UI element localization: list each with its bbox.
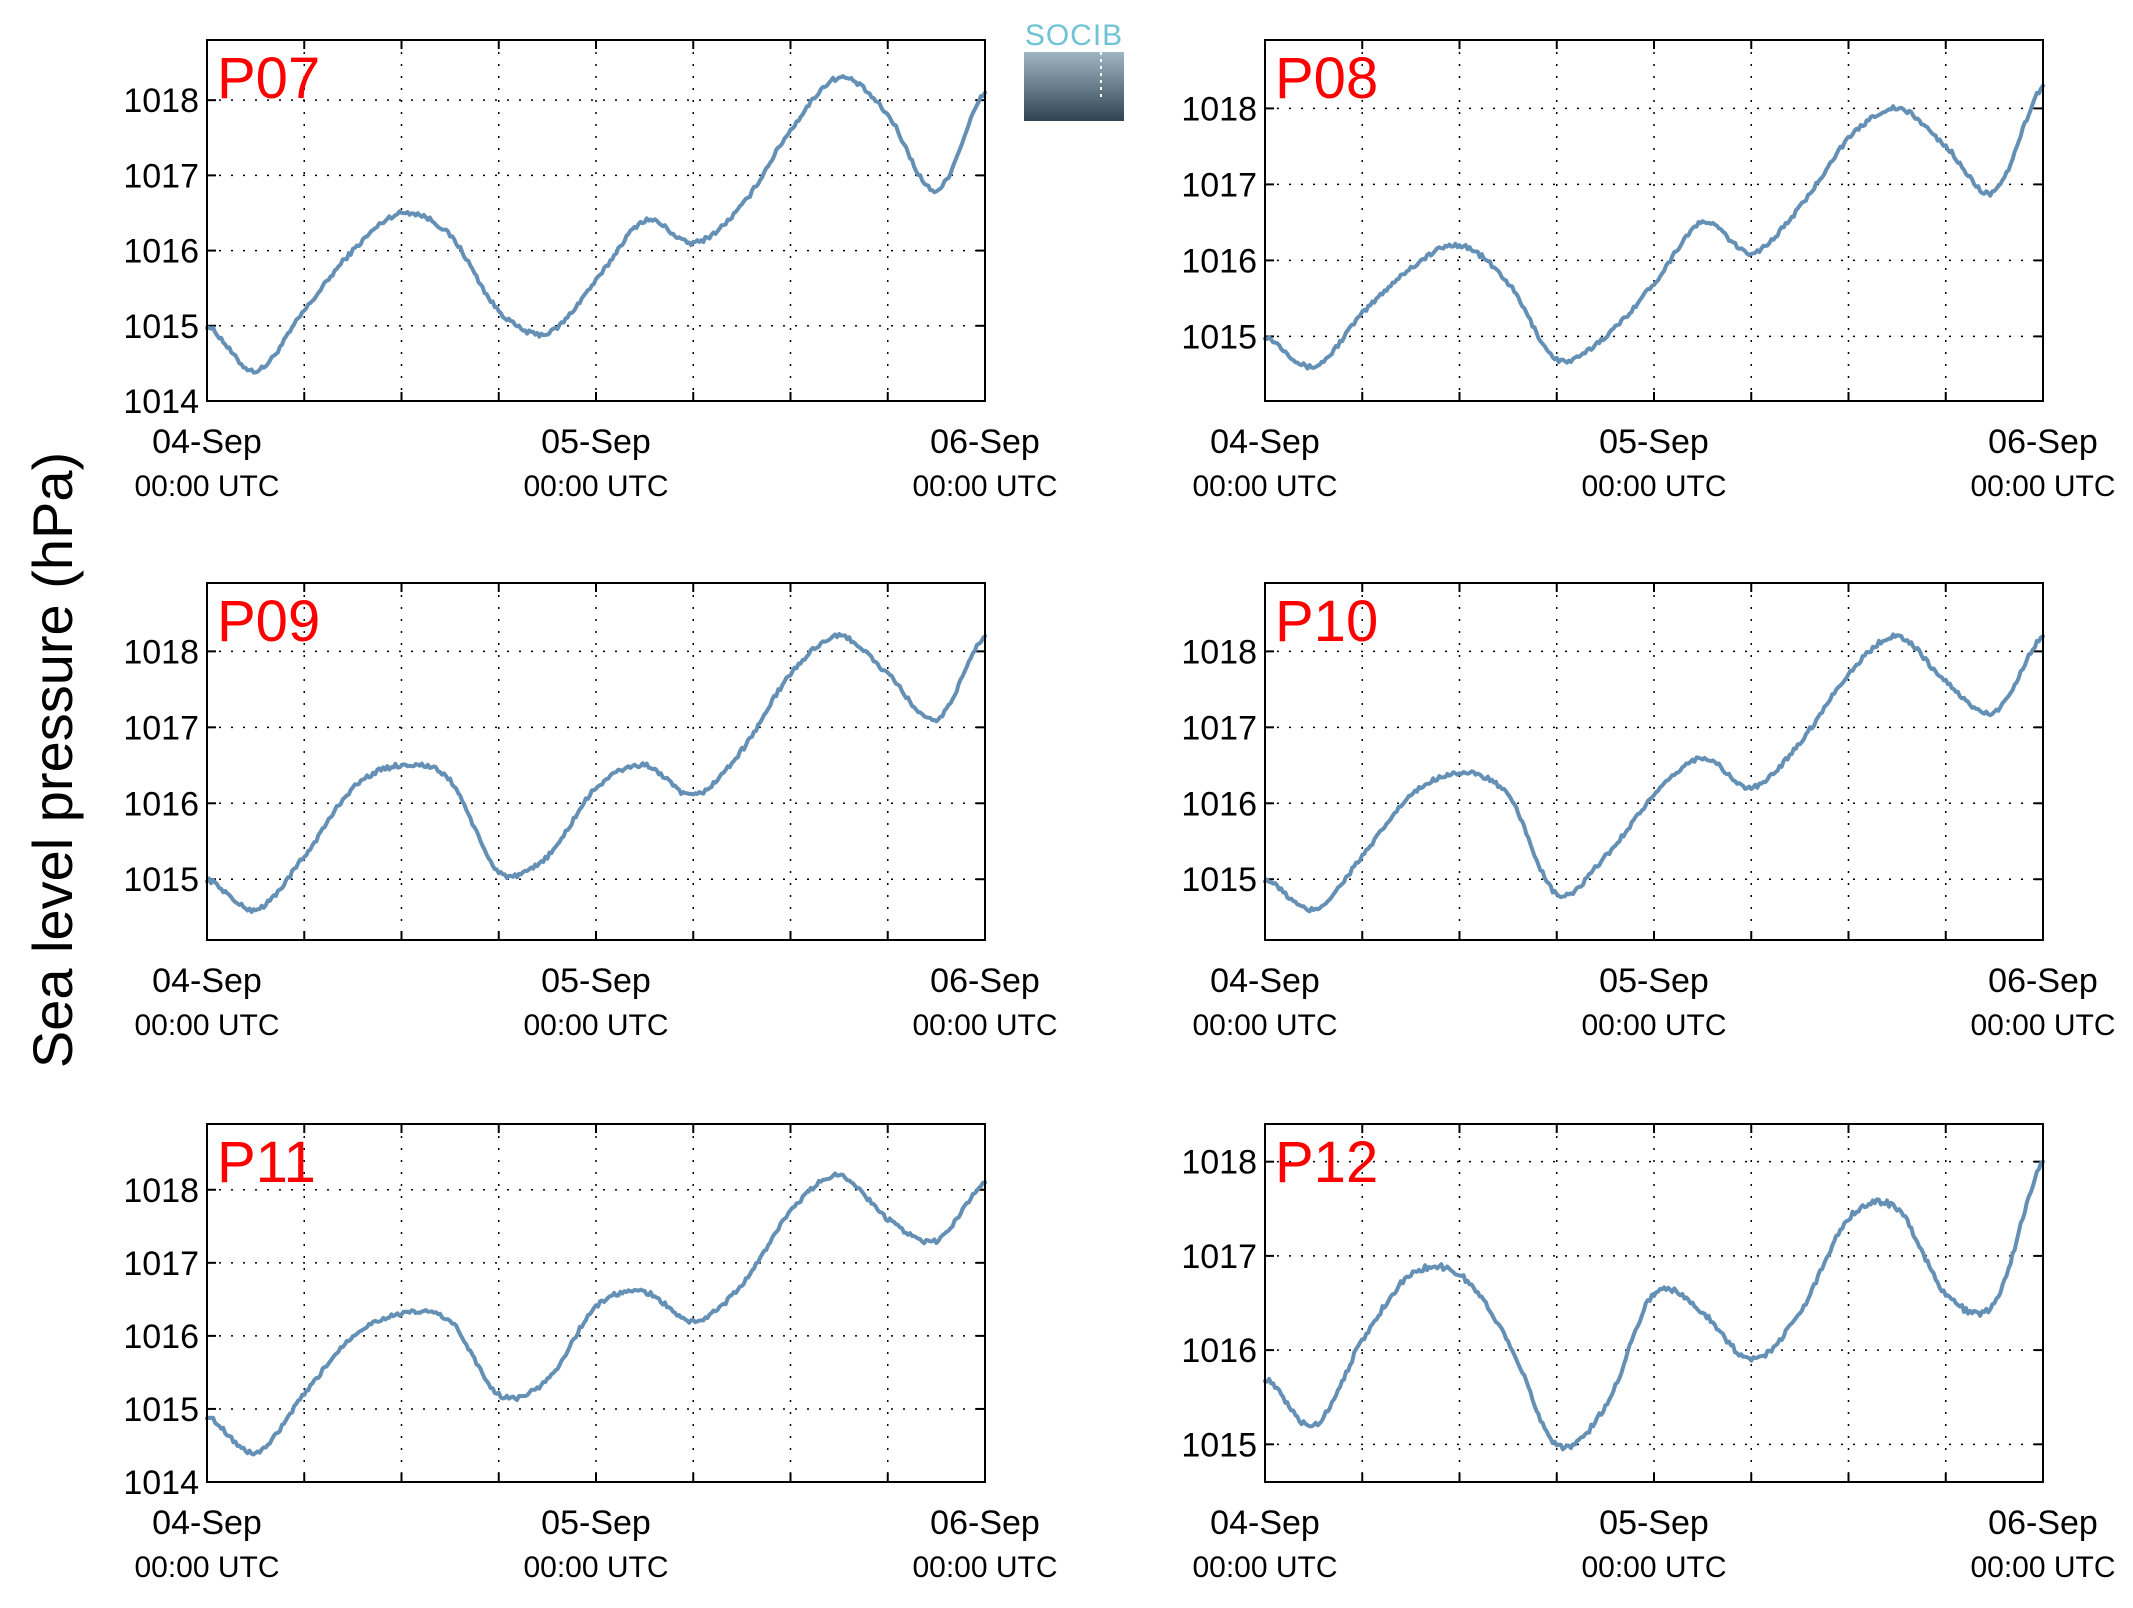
panel-title: P08 xyxy=(1275,46,1378,111)
axes-frame xyxy=(1264,39,2044,402)
y-tick-label: 1015 xyxy=(1181,1426,1257,1464)
x-tick-date-label: 06-Sep xyxy=(930,962,1040,1000)
panel-title: P10 xyxy=(1275,589,1378,654)
x-tick-time-label: 00:00 UTC xyxy=(1970,470,2115,503)
x-tick-time-label: 00:00 UTC xyxy=(912,470,1057,503)
y-tick-label: 1016 xyxy=(1181,785,1257,823)
x-tick-date-label: 05-Sep xyxy=(1599,423,1709,461)
socib-logo-band xyxy=(1024,52,1124,121)
x-tick-time-label: 00:00 UTC xyxy=(134,1009,279,1042)
y-tick-label: 1017 xyxy=(1181,1238,1257,1276)
y-tick-label: 1016 xyxy=(123,785,199,823)
y-tick-label: 1016 xyxy=(1181,242,1257,280)
y-tick-label: 1015 xyxy=(123,308,199,346)
y-tick-label: 1018 xyxy=(1181,90,1257,128)
y-tick-label: 1018 xyxy=(123,82,199,120)
x-tick-date-label: 04-Sep xyxy=(1210,423,1320,461)
series-line xyxy=(205,1171,987,1457)
axes-frame xyxy=(1264,582,2044,941)
x-tick-date-label: 04-Sep xyxy=(152,962,262,1000)
chart-panel-p09: 1015 1016 1017 1018 04-Sep 00:00 UTC 05-Sep 00:… xyxy=(123,582,1058,1042)
x-tick-date-label: 04-Sep xyxy=(1210,1504,1320,1542)
x-tick-date-label: 05-Sep xyxy=(1599,962,1709,1000)
y-tick-label: 1015 xyxy=(123,1391,199,1429)
chart-panel-p07: 1014 1015 1016 1017 1018 04-Sep 00:00 UTC 05-Se… xyxy=(123,39,1058,503)
axes-frame xyxy=(1264,1123,2044,1483)
x-tick-time-label: 00:00 UTC xyxy=(134,470,279,503)
x-tick-date-label: 06-Sep xyxy=(1988,1504,2098,1542)
x-tick-time-label: 00:00 UTC xyxy=(1192,1551,1337,1584)
panel-title: P09 xyxy=(217,589,320,654)
y-tick-label: 1017 xyxy=(123,1245,199,1283)
y-tick-label: 1017 xyxy=(1181,709,1257,747)
y-tick-label: 1016 xyxy=(123,1318,199,1356)
axes-frame xyxy=(206,1123,986,1483)
series-line xyxy=(205,74,987,375)
x-tick-date-label: 06-Sep xyxy=(1988,423,2098,461)
x-tick-time-label: 00:00 UTC xyxy=(523,470,668,503)
series-line xyxy=(1263,83,2045,371)
x-tick-time-label: 00:00 UTC xyxy=(523,1551,668,1584)
x-tick-date-label: 06-Sep xyxy=(930,1504,1040,1542)
y-tick-label: 1015 xyxy=(1181,318,1257,356)
y-tick-label: 1018 xyxy=(123,1172,199,1210)
y-tick-label: 1018 xyxy=(1181,1144,1257,1182)
y-tick-label: 1017 xyxy=(123,709,199,747)
x-tick-time-label: 00:00 UTC xyxy=(1581,1551,1726,1584)
y-tick-label: 1014 xyxy=(123,1464,199,1502)
x-tick-time-label: 00:00 UTC xyxy=(912,1551,1057,1584)
panel-title: P12 xyxy=(1275,1130,1378,1195)
x-tick-time-label: 00:00 UTC xyxy=(523,1009,668,1042)
y-tick-label: 1014 xyxy=(123,383,199,421)
panel-title: P07 xyxy=(217,46,320,111)
x-tick-time-label: 00:00 UTC xyxy=(912,1009,1057,1042)
socib-logo-text: SOCIB xyxy=(1025,19,1123,52)
chart-panel-p11: 1014 1015 1016 1017 1018 04-Sep 00:00 UTC 05-Se… xyxy=(123,1123,1058,1584)
x-tick-date-label: 05-Sep xyxy=(541,423,651,461)
x-tick-date-label: 06-Sep xyxy=(1988,962,2098,1000)
x-tick-date-label: 05-Sep xyxy=(541,1504,651,1542)
x-tick-date-label: 06-Sep xyxy=(930,423,1040,461)
y-tick-label: 1015 xyxy=(1181,861,1257,899)
series-line xyxy=(205,632,987,914)
y-tick-label: 1015 xyxy=(123,861,199,899)
y-tick-label: 1016 xyxy=(1181,1332,1257,1370)
y-tick-label: 1017 xyxy=(123,157,199,195)
socib-logo: SOCIB xyxy=(1024,19,1124,121)
y-tick-label: 1016 xyxy=(123,233,199,271)
x-tick-date-label: 04-Sep xyxy=(1210,962,1320,1000)
x-tick-time-label: 00:00 UTC xyxy=(1192,1009,1337,1042)
y-tick-label: 1018 xyxy=(123,633,199,671)
x-tick-time-label: 00:00 UTC xyxy=(1970,1009,2115,1042)
series-line xyxy=(1263,632,2045,914)
y-tick-label: 1018 xyxy=(1181,633,1257,671)
x-tick-time-label: 00:00 UTC xyxy=(1970,1551,2115,1584)
y-tick-label: 1017 xyxy=(1181,166,1257,204)
axes-frame xyxy=(206,39,986,402)
series-line xyxy=(1263,1159,2045,1452)
y-axis-label: Sea level pressure (hPa) xyxy=(21,452,84,1068)
panel-title: P11 xyxy=(217,1130,316,1195)
chart-panel-p10: 1015 1016 1017 1018 04-Sep 00:00 UTC 05-Sep 00:… xyxy=(1181,582,2116,1042)
x-tick-time-label: 00:00 UTC xyxy=(1581,470,1726,503)
x-tick-time-label: 00:00 UTC xyxy=(134,1551,279,1584)
x-tick-date-label: 05-Sep xyxy=(1599,1504,1709,1542)
chart-panel-p12: 1015 1016 1017 1018 04-Sep 00:00 UTC 05-Sep 00:… xyxy=(1181,1123,2116,1584)
x-tick-time-label: 00:00 UTC xyxy=(1192,470,1337,503)
x-tick-date-label: 04-Sep xyxy=(152,1504,262,1542)
x-tick-date-label: 04-Sep xyxy=(152,423,262,461)
axes-frame xyxy=(206,582,986,941)
x-tick-date-label: 05-Sep xyxy=(541,962,651,1000)
x-tick-time-label: 00:00 UTC xyxy=(1581,1009,1726,1042)
chart-panel-p08: 1015 1016 1017 1018 04-Sep 00:00 UTC 05-Sep 00:… xyxy=(1181,39,2116,503)
